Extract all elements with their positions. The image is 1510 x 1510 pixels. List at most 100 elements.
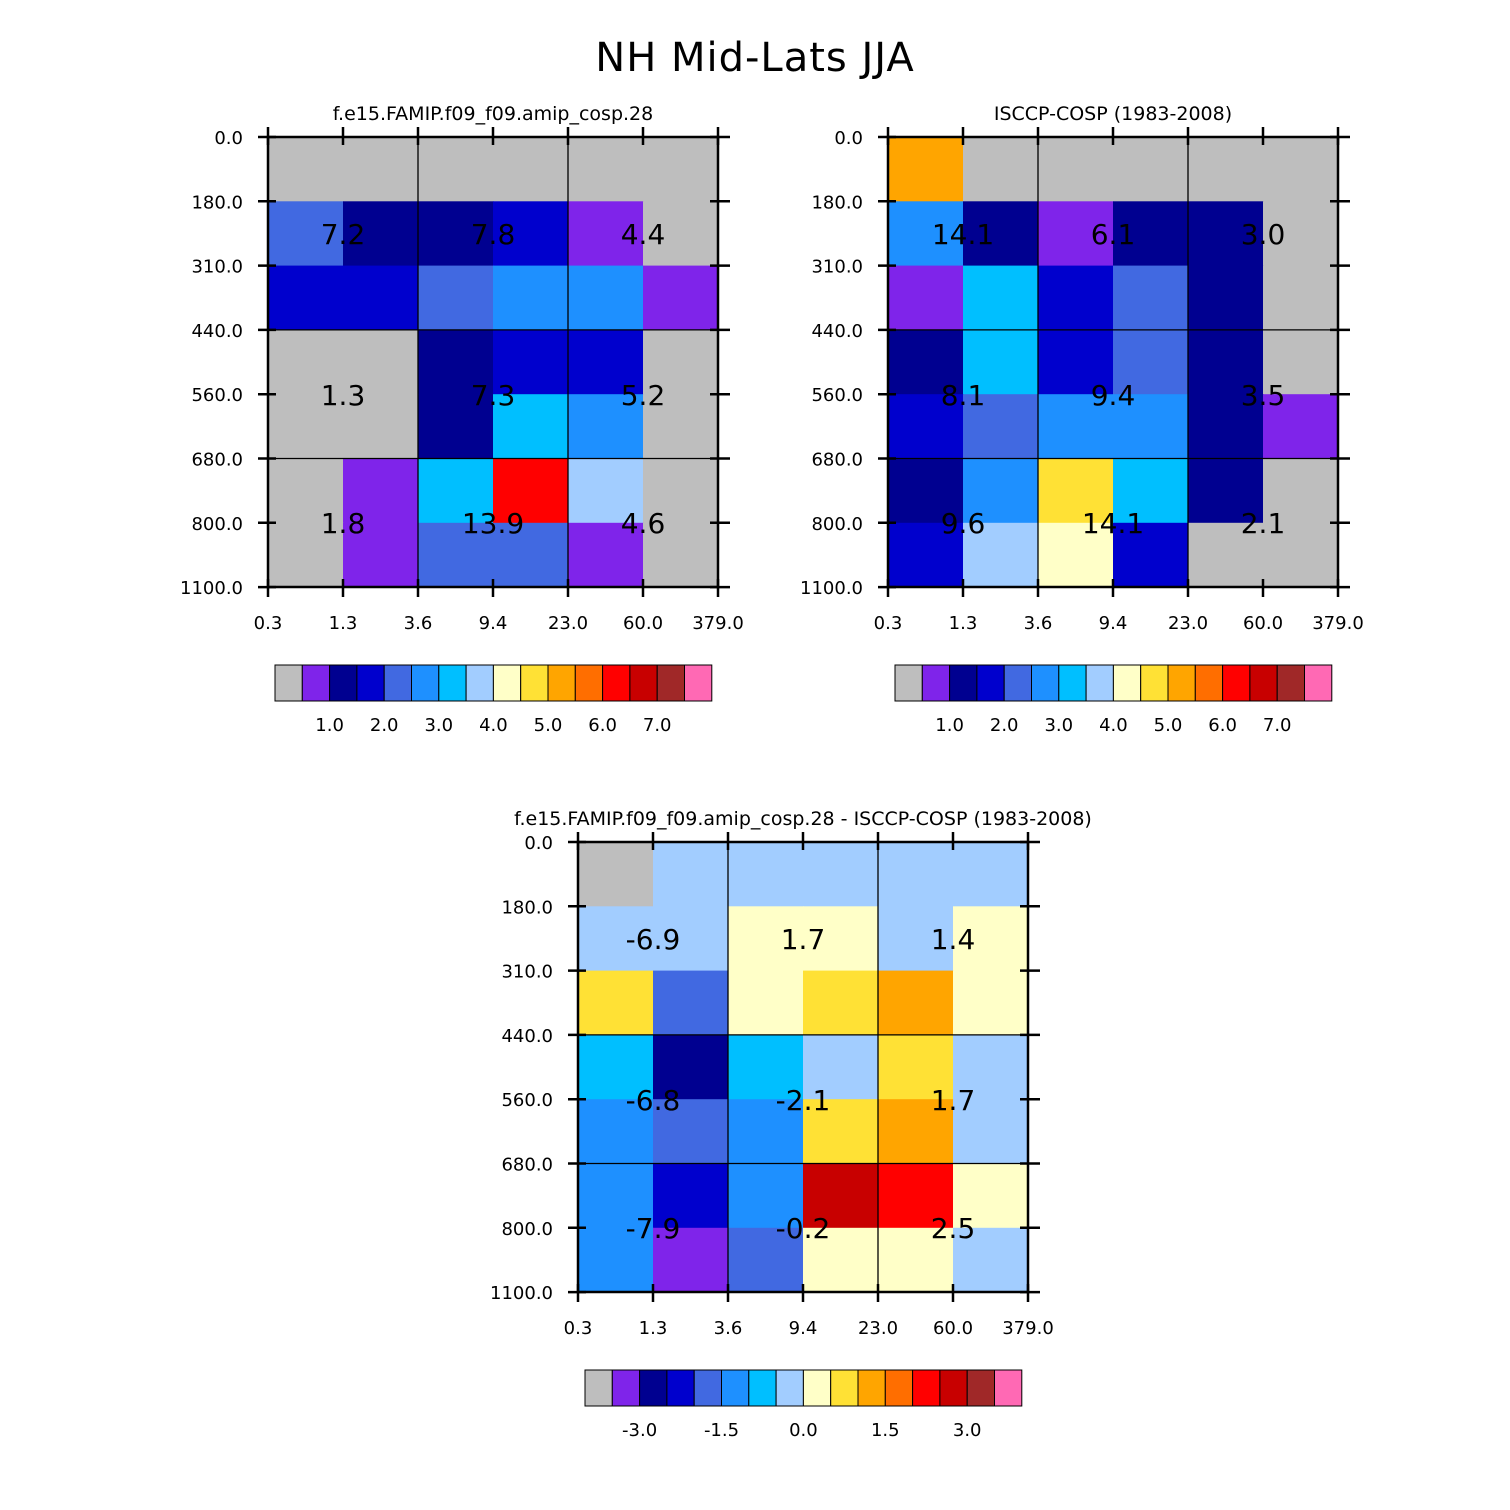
heatmap-cell	[343, 329, 419, 395]
colorbar-swatch	[383, 664, 413, 702]
x-tick-label: 1.3	[639, 1318, 668, 1339]
heatmap-cell	[653, 842, 729, 907]
heatmap-cell	[493, 201, 569, 267]
colorbar-label: 6.0	[1208, 715, 1237, 736]
heatmap-cell	[268, 137, 344, 202]
y-tick-label: 310.0	[191, 257, 243, 278]
heatmap-cell	[1263, 329, 1339, 395]
heatmap-cell	[578, 1099, 654, 1165]
colorbar-swatch	[1222, 664, 1251, 702]
y-tick-label: 0.0	[524, 833, 553, 854]
heatmap-cell	[1113, 265, 1189, 331]
panel-title: ISCCP-COSP (1983-2008)	[994, 103, 1232, 125]
colorbar-swatch	[1194, 664, 1224, 702]
colorbar-swatch	[602, 664, 631, 702]
colorbar-label: 7.0	[1263, 715, 1292, 736]
heatmap-cell	[1263, 458, 1339, 524]
colorbar-swatch	[301, 664, 331, 702]
heatmap-cell	[653, 1163, 729, 1229]
value-label: 1.3	[321, 379, 366, 412]
heatmap-cell	[888, 137, 964, 202]
heatmap-cell	[268, 265, 344, 331]
colorbar-swatch	[857, 1369, 886, 1407]
heatmap-cell	[643, 265, 719, 331]
heatmap-cell	[1188, 458, 1264, 524]
heatmap-cell	[653, 1034, 729, 1100]
colorbar-swatch	[1167, 664, 1196, 702]
heatmap-cell	[1113, 329, 1189, 395]
heatmap-cell	[643, 329, 719, 395]
heatmap-cell	[803, 1227, 879, 1293]
colorbar-swatch	[994, 1369, 1023, 1407]
colorbar-label: -1.5	[704, 1420, 739, 1441]
heatmap-cell	[888, 329, 964, 395]
heatmap-cell	[343, 201, 419, 267]
colorbar-swatch	[356, 664, 385, 702]
heatmap-cell	[1113, 394, 1189, 460]
colorbar-swatch	[329, 664, 358, 702]
heatmap-cell	[953, 906, 1029, 972]
y-tick-label: 800.0	[501, 1219, 553, 1240]
value-label: 4.4	[621, 218, 666, 251]
heatmap-cell	[343, 265, 419, 331]
colorbar-label: 3.0	[953, 1420, 982, 1441]
heatmap-panel-1: f.e15.FAMIP.f09_f09.amip_cosp.28 0.3 1.3 3.…	[180, 103, 744, 736]
y-tick-label: 440.0	[501, 1026, 553, 1047]
heatmap-cell	[643, 201, 719, 267]
y-tick-label: 310.0	[501, 962, 553, 983]
x-tick-label: 379.0	[1312, 613, 1364, 634]
heatmap-cell	[418, 265, 494, 331]
colorbar-label: 0.0	[789, 1420, 818, 1441]
colorbar: -3.0 -1.5 0.0 1.5 3.0	[584, 1369, 1023, 1441]
x-tick-label: 23.0	[858, 1318, 898, 1339]
value-label: -6.8	[626, 1084, 681, 1117]
heatmap-cell	[268, 458, 344, 524]
heatmap-cell	[728, 1163, 804, 1229]
colorbar-swatch	[411, 664, 440, 702]
heatmap-cell	[643, 137, 719, 202]
heatmap-cell	[1188, 265, 1264, 331]
colorbar-swatch	[574, 664, 604, 702]
heatmap-cell	[418, 522, 494, 588]
heatmap-cell	[653, 970, 729, 1036]
value-label: 14.1	[932, 218, 994, 251]
value-label: 4.6	[621, 507, 666, 540]
colorbar: 1.0 2.0 3.0 4.0 5.0 6.0 7.0	[894, 664, 1333, 736]
colorbar-label: 4.0	[1099, 715, 1128, 736]
x-tick-label: 379.0	[1002, 1318, 1054, 1339]
heatmap-cell	[1263, 522, 1339, 588]
heatmap-cell	[643, 522, 719, 588]
colorbar-swatch	[1304, 664, 1333, 702]
heatmap-cell	[1188, 201, 1264, 267]
y-tick-label: 680.0	[811, 450, 863, 471]
colorbar: 1.0 2.0 3.0 4.0 5.0 6.0 7.0	[274, 664, 713, 736]
colorbar-swatch	[629, 664, 658, 702]
colorbar-swatch	[1085, 664, 1114, 702]
heatmap-cell	[953, 1034, 1029, 1100]
value-label: -6.9	[626, 923, 681, 956]
value-label: 9.4	[1091, 379, 1136, 412]
heatmap-cell	[953, 970, 1029, 1036]
value-label: 3.0	[1241, 218, 1286, 251]
colorbar-label: 6.0	[588, 715, 617, 736]
y-tick-label: 1100.0	[490, 1283, 553, 1304]
y-tick-label: 310.0	[811, 257, 863, 278]
value-label: 13.9	[462, 507, 524, 540]
heatmap-cell	[963, 394, 1039, 460]
value-label: 14.1	[1082, 507, 1144, 540]
heatmap-cell	[268, 522, 344, 588]
x-tick-label: 60.0	[623, 613, 663, 634]
heatmap-cell	[728, 842, 804, 907]
heatmap-cell	[878, 1227, 954, 1293]
heatmap-cell	[963, 137, 1039, 202]
heatmap-cell	[578, 1227, 654, 1293]
x-tick-label: 9.4	[479, 613, 508, 634]
heatmap-cell	[888, 265, 964, 331]
colorbar-swatch	[465, 664, 494, 702]
colorbar-swatch	[1058, 664, 1087, 702]
heatmap-cell	[643, 458, 719, 524]
x-tick-label: 1.3	[329, 613, 358, 634]
y-tick-label: 1100.0	[800, 578, 863, 599]
x-tick-label: 23.0	[1168, 613, 1208, 634]
heatmap-cell	[268, 329, 344, 395]
